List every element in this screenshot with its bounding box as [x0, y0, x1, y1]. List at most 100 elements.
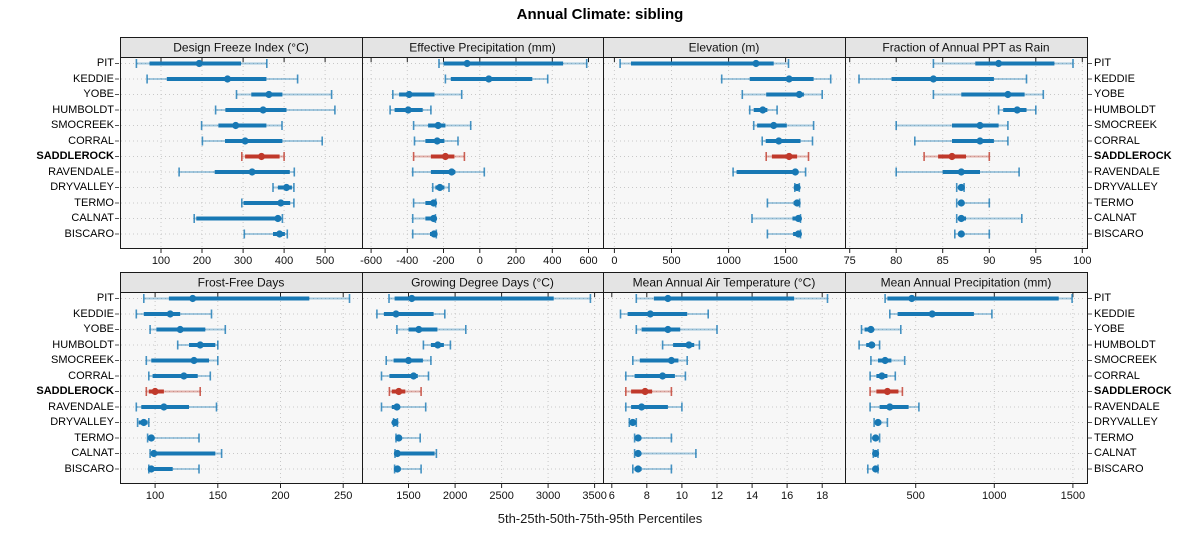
median-dot: [196, 341, 204, 349]
median-dot: [638, 403, 646, 411]
series-humboldt: [389, 105, 432, 115]
x-tick-label: 300: [234, 255, 252, 267]
median-dot: [140, 418, 148, 427]
series-pit: [143, 294, 351, 303]
x-tick-label: 14: [746, 490, 758, 502]
series-biscaro: [393, 464, 422, 474]
series-saddlerock: [624, 387, 673, 396]
series-ravendale: [732, 167, 807, 177]
series-corral: [201, 136, 324, 146]
panel-plot-area: [362, 57, 604, 249]
median-dot: [189, 294, 197, 303]
series-calnat: [149, 449, 223, 458]
x-tick-label: 0: [611, 255, 617, 267]
series-corral: [869, 371, 897, 381]
station-label-right-ravendale: RAVENDALE: [1094, 400, 1160, 413]
median-dot: [872, 434, 880, 442]
station-label-right-dryvalley: DRYVALLEY: [1094, 416, 1158, 428]
station-label-right-smocreek: SMOCREEK: [1094, 354, 1157, 366]
series-saddlerock: [145, 387, 201, 396]
series-termo: [870, 433, 881, 443]
station-label-left-dryvalley: DRYVALLEY: [50, 416, 114, 428]
median-dot: [664, 294, 672, 303]
station-label-left-humboldt: HUMBOLDT: [52, 103, 114, 116]
median-dot: [408, 294, 416, 303]
median-dot: [634, 434, 642, 442]
station-label-left-saddlerock: SADDLEROCK: [36, 150, 114, 162]
series-smocreek: [200, 121, 283, 130]
x-tick-label: 100: [146, 490, 164, 502]
station-label-right-yobe: YOBE: [1094, 88, 1125, 100]
x-tick-label: 500: [907, 490, 925, 502]
median-dot: [929, 75, 938, 83]
median-dot: [995, 59, 1003, 68]
station-label-left-smocreek: SMOCREEK: [51, 354, 114, 366]
series-keddie: [146, 74, 299, 84]
series-ravendale: [411, 167, 486, 177]
median-dot: [415, 325, 423, 334]
station-label-left-smocreek: SMOCREEK: [51, 119, 114, 131]
station-label-right-pit: PIT: [1094, 57, 1112, 69]
x-tick-label: 1000: [716, 255, 740, 267]
median-dot: [282, 183, 291, 192]
series-ravendale: [178, 167, 296, 177]
x-tick-label: 600: [579, 255, 597, 267]
series-ravendale: [624, 402, 683, 412]
median-dot: [436, 183, 444, 192]
median-dot: [150, 449, 158, 458]
series-dryvalley: [628, 418, 638, 427]
series-calnat: [193, 214, 284, 223]
x-tick-label: 85: [937, 255, 949, 267]
median-dot: [908, 294, 916, 303]
median-dot: [248, 168, 256, 176]
median-dot: [1004, 90, 1012, 99]
station-label-right-saddlerock: SADDLEROCK: [1094, 385, 1172, 397]
median-dot: [232, 121, 240, 130]
station-label-left-calnat: CALNAT: [71, 447, 114, 459]
median-dot: [257, 152, 266, 161]
median-dot: [874, 418, 882, 427]
median-dot: [180, 372, 188, 380]
series-calnat: [955, 214, 1023, 223]
median-dot: [775, 137, 783, 145]
series-dryvalley: [793, 183, 801, 192]
panel-growing-degree-days-c: Growing Degree Days (°C) 1500 2000 2500 3000…: [362, 272, 607, 502]
series-humboldt: [422, 340, 452, 350]
series-humboldt: [997, 105, 1037, 115]
station-label-left-ravendale: RAVENDALE: [48, 165, 114, 178]
median-dot: [393, 465, 401, 473]
station-label-right-calnat: CALNAT: [1094, 212, 1137, 224]
median-dot: [957, 199, 965, 207]
series-calnat: [633, 449, 697, 458]
median-dot: [392, 310, 400, 318]
station-label-left-pit: PIT: [96, 57, 114, 69]
series-biscaro: [411, 229, 438, 239]
x-tick-label: 250: [334, 490, 352, 502]
series-keddie: [858, 74, 1028, 84]
x-tick-label: 2500: [489, 490, 513, 502]
median-dot: [147, 465, 155, 473]
station-label-right-dryvalley: DRYVALLEY: [1094, 181, 1158, 193]
median-dot: [785, 152, 793, 161]
x-tick-label: 500: [316, 255, 334, 267]
series-ravendale: [380, 402, 427, 412]
panel-plot-area: [845, 57, 1088, 249]
median-dot: [872, 465, 880, 473]
panel-elevation-m: Elevation (m) 0 500 1000 1500: [603, 37, 846, 267]
series-calnat: [872, 449, 880, 458]
median-dot: [274, 214, 282, 223]
series-keddie: [135, 309, 213, 319]
x-tick-label: 200: [193, 255, 211, 267]
panel-strip-title: Elevation (m): [689, 41, 760, 55]
panel-design-freeze-index-c: Design Freeze Index (°C) 100 200 300 400 500: [115, 37, 363, 267]
x-tick-label: 500: [662, 255, 680, 267]
median-dot: [404, 356, 413, 365]
series-smocreek: [870, 356, 906, 365]
x-tick-label: 1500: [396, 490, 420, 502]
series-smocreek: [895, 121, 1009, 130]
series-yobe: [391, 90, 463, 99]
station-label-left-humboldt: HUMBOLDT: [52, 338, 114, 351]
station-label-left-keddie: KEDDIE: [73, 72, 114, 85]
median-dot: [948, 152, 956, 161]
